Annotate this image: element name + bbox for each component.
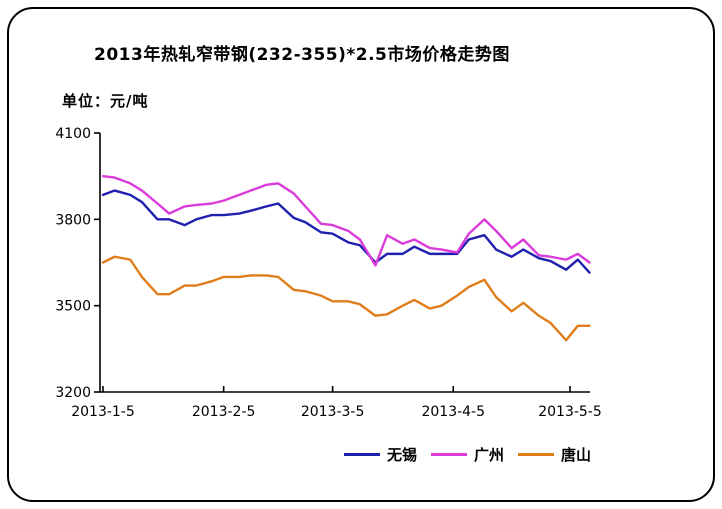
legend-item-wuxi: 无锡 [344, 444, 417, 465]
guangzhou-line-swatch-icon [431, 453, 468, 456]
legend-label-wuxi: 无锡 [387, 446, 418, 464]
legend-item-tangshan: 唐山 [518, 444, 591, 465]
legend-label-tangshan: 唐山 [561, 446, 592, 464]
y-tick-label: 3800 [55, 212, 91, 228]
unit-label: 单位：元/吨 [62, 92, 149, 110]
x-tick-label: 2013-3-5 [301, 404, 365, 420]
series-line-wuxi [101, 189, 591, 274]
series-line-guangzhou [101, 174, 591, 267]
legend: 无锡 广州 唐山 [344, 444, 591, 465]
tangshan-line-swatch-icon [518, 453, 555, 456]
x-tick-label: 2013-5-5 [538, 404, 602, 420]
x-tick-label: 2013-1-5 [71, 404, 135, 420]
legend-label-guangzhou: 广州 [474, 446, 505, 464]
y-tick-label: 4100 [55, 126, 91, 142]
wuxi-line-swatch-icon [344, 453, 380, 456]
y-tick-label: 3200 [55, 385, 91, 401]
x-tick-label: 2013-4-5 [421, 404, 485, 420]
y-tick-label: 3500 [55, 299, 91, 315]
chart-title: 2013年热轧窄带钢(232-355)*2.5市场价格走势图 [94, 45, 510, 65]
window-frame [7, 7, 715, 502]
series-line-tangshan [101, 255, 591, 342]
x-tick-label: 2013-2-5 [192, 404, 256, 420]
legend-item-guangzhou: 广州 [431, 444, 504, 465]
axes [99, 133, 590, 393]
